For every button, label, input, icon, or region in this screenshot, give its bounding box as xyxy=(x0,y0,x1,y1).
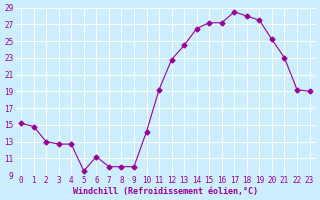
X-axis label: Windchill (Refroidissement éolien,°C): Windchill (Refroidissement éolien,°C) xyxy=(73,187,258,196)
